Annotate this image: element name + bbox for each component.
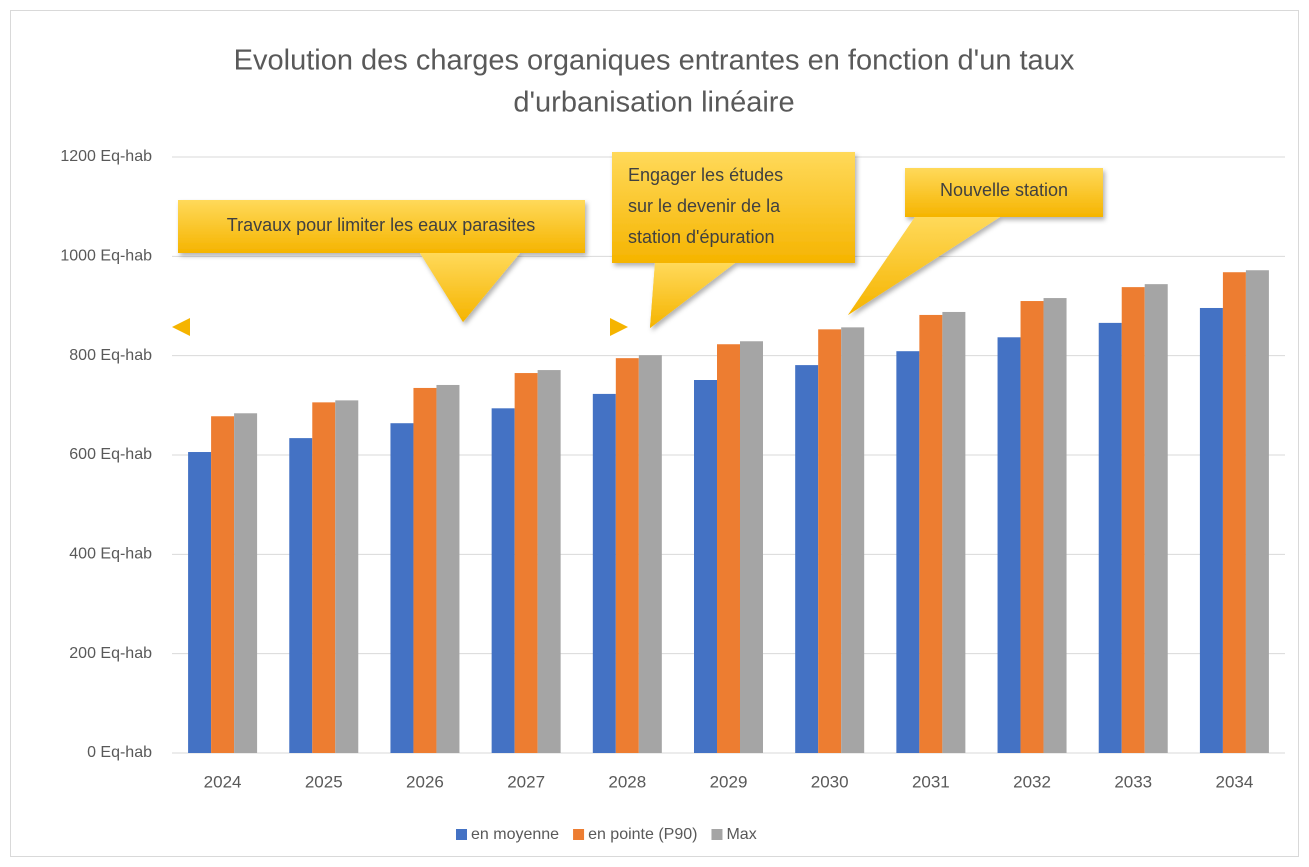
- bar: [1199, 307, 1223, 753]
- bar: [335, 400, 359, 753]
- bar: [413, 387, 437, 753]
- y-tick-label: 1000 Eq-hab: [60, 248, 152, 265]
- bar: [1098, 322, 1122, 753]
- bar: [312, 402, 336, 753]
- y-tick-label: 1200 Eq-hab: [60, 148, 152, 165]
- x-tick-label: 2027: [507, 772, 545, 791]
- callout-text: station d'épuration: [628, 227, 775, 247]
- y-tick-label: 200 Eq-hab: [69, 645, 152, 662]
- bar: [436, 384, 460, 753]
- callout-pointer: [420, 253, 520, 322]
- bar: [592, 393, 616, 753]
- bar: [1245, 270, 1269, 753]
- bar: [211, 416, 235, 753]
- callout-text: Nouvelle station: [940, 180, 1068, 200]
- x-tick-label: 2030: [811, 772, 849, 791]
- chart-title: d'urbanisation linéaire: [513, 87, 794, 119]
- bar: [188, 452, 212, 753]
- callout-box: [178, 200, 585, 253]
- legend-swatch: [456, 829, 467, 840]
- callout-box: [905, 168, 1103, 217]
- bar: [1020, 301, 1044, 753]
- bar: [795, 365, 819, 753]
- bar: [818, 329, 842, 753]
- bar: [234, 413, 258, 753]
- bar: [289, 438, 313, 753]
- arrow-head: [610, 318, 628, 336]
- y-tick-label: 800 Eq-hab: [69, 347, 152, 364]
- bar: [717, 344, 740, 753]
- legend-label: en moyenne: [471, 826, 559, 843]
- bar: [896, 351, 920, 753]
- bar: [694, 380, 717, 753]
- x-tick-label: 2029: [710, 772, 748, 791]
- bar: [537, 370, 561, 753]
- bar: [1222, 272, 1246, 753]
- callout-text: sur le devenir de la: [628, 196, 781, 216]
- x-tick-label: 2024: [204, 772, 242, 791]
- callout-text: Travaux pour limiter les eaux parasites: [227, 215, 535, 235]
- legend-swatch: [573, 829, 585, 840]
- bar: [1121, 287, 1145, 753]
- legend-swatch: [711, 829, 723, 840]
- callout-pointer: [848, 217, 1000, 315]
- bar: [1043, 298, 1067, 753]
- callout: [612, 152, 855, 328]
- bar: [841, 327, 865, 753]
- legend-label: Max: [726, 826, 756, 843]
- y-tick-label: 0 Eq-hab: [87, 744, 152, 761]
- x-tick-label: 2032: [1013, 772, 1051, 791]
- legend-label: en pointe (P90): [588, 826, 697, 843]
- x-tick-label: 2031: [912, 772, 950, 791]
- y-tick-label: 600 Eq-hab: [69, 446, 152, 463]
- x-tick-label: 2025: [305, 772, 343, 791]
- chart-title: Evolution des charges organiques entrant…: [234, 45, 1075, 77]
- bar: [615, 358, 639, 753]
- callout: [178, 200, 585, 322]
- x-tick-label: 2034: [1215, 772, 1253, 791]
- bar: [390, 423, 414, 753]
- x-tick-label: 2026: [406, 772, 444, 791]
- bar: [997, 337, 1021, 753]
- bar: [740, 341, 763, 753]
- bar: [514, 373, 538, 753]
- bar: [942, 311, 966, 753]
- bar: [1144, 284, 1168, 753]
- callout: [848, 168, 1103, 315]
- bar: [919, 314, 943, 753]
- callout-box: [612, 152, 855, 263]
- x-tick-label: 2033: [1114, 772, 1152, 791]
- x-tick-label: 2028: [608, 772, 646, 791]
- bar: [491, 408, 515, 753]
- y-tick-label: 400 Eq-hab: [69, 546, 152, 563]
- bar: [638, 355, 662, 753]
- callout-text: Engager les études: [628, 165, 783, 185]
- callout-pointer: [650, 263, 735, 328]
- arrow-head: [172, 318, 190, 336]
